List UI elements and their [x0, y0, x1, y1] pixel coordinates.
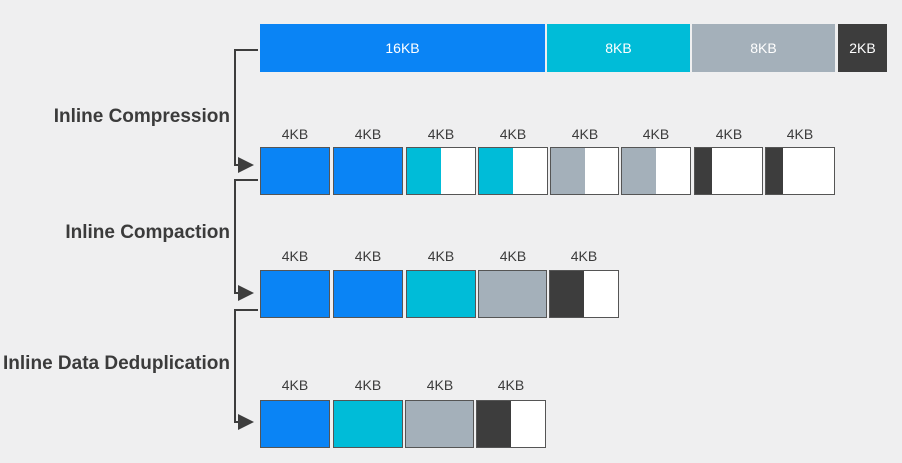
size-label: 4KB [281, 248, 309, 264]
compacted-block [260, 270, 330, 318]
inline-compaction-label: Inline Compaction [65, 222, 230, 243]
size-label: 4KB [354, 126, 382, 142]
compressed-block [478, 147, 548, 195]
block-8kb-cyan: 8KB [547, 24, 690, 72]
block-label: 8KB [750, 40, 777, 56]
size-label: 4KB [354, 248, 382, 264]
deduplication-bracket-arrow [234, 309, 258, 430]
block-fill [766, 148, 783, 194]
size-label: 4KB [642, 126, 670, 142]
compressed-block [694, 147, 763, 195]
size-label: 4KB [281, 126, 309, 142]
size-label: 4KB [427, 126, 455, 142]
size-label: 4KB [497, 377, 525, 393]
block-2kb: 2KB [838, 24, 887, 72]
size-label: 4KB [499, 126, 527, 142]
compaction-bracket-arrow [234, 179, 258, 301]
compacted-block [406, 270, 476, 318]
size-label: 4KB [786, 126, 814, 142]
size-label: 4KB [354, 377, 382, 393]
compacted-block [549, 270, 619, 318]
size-label: 4KB [499, 248, 527, 264]
block-fill [551, 148, 585, 194]
block-fill [334, 271, 402, 317]
block-fill [477, 401, 511, 447]
deduplicated-block [476, 400, 546, 448]
block-fill [550, 271, 584, 317]
deduplicated-block [405, 400, 474, 448]
compressed-block [260, 147, 330, 195]
block-fill [261, 401, 329, 447]
block-fill [334, 401, 402, 447]
block-label: 16KB [385, 40, 420, 56]
block-fill [406, 401, 473, 447]
size-label: 4KB [715, 126, 743, 142]
block-label: 2KB [849, 40, 876, 56]
deduplicated-block [333, 400, 403, 448]
size-label: 4KB [571, 126, 599, 142]
block-fill [261, 271, 329, 317]
compressed-block [550, 147, 619, 195]
compressed-block [765, 147, 835, 195]
size-label: 4KB [281, 377, 309, 393]
inline-deduplication-label: Inline Data Deduplication [3, 353, 230, 374]
block-fill [695, 148, 712, 194]
size-label: 4KB [426, 377, 454, 393]
compressed-block [621, 147, 691, 195]
block-fill [334, 148, 402, 194]
block-fill [622, 148, 656, 194]
compressed-block [333, 147, 403, 195]
compressed-block [406, 147, 476, 195]
block-fill [407, 271, 475, 317]
inline-compression-label: Inline Compression [53, 106, 230, 127]
block-fill [479, 148, 513, 194]
size-label: 4KB [570, 248, 598, 264]
deduplicated-block [260, 400, 330, 448]
block-8kb-gray: 8KB [692, 24, 835, 72]
size-label: 4KB [427, 248, 455, 264]
block-fill [479, 271, 546, 317]
block-fill [407, 148, 441, 194]
compacted-block [478, 270, 547, 318]
compression-bracket-arrow [234, 49, 258, 173]
block-16kb: 16KB [260, 24, 545, 72]
block-fill [261, 148, 329, 194]
block-label: 8KB [605, 40, 632, 56]
compacted-block [333, 270, 403, 318]
